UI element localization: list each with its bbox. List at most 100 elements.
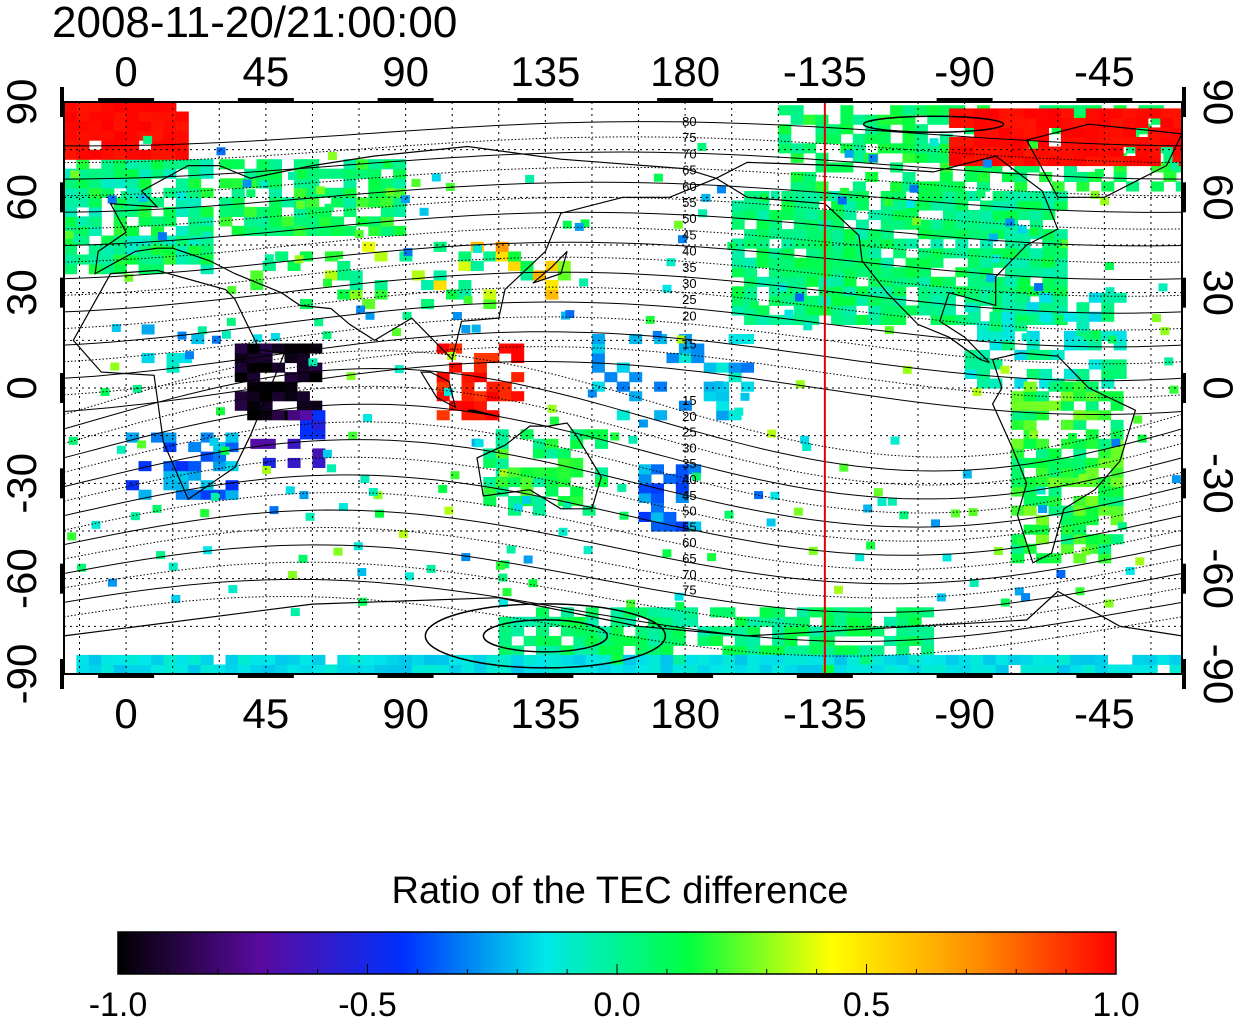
tec-cell xyxy=(781,191,795,202)
tec-cell xyxy=(250,664,264,674)
tec-cell xyxy=(88,197,102,208)
tec-cell xyxy=(1008,654,1022,665)
tec-cell xyxy=(1048,553,1062,564)
tec-cell xyxy=(770,491,780,500)
contour-label-north: 70 xyxy=(682,146,696,161)
tec-cell xyxy=(921,607,935,618)
tec-cell xyxy=(939,133,953,144)
frame-tick-bottom xyxy=(517,674,574,678)
tec-cell xyxy=(175,470,189,481)
tec-cell xyxy=(175,461,189,472)
tec-cell xyxy=(113,664,127,674)
tec-cell xyxy=(557,477,571,488)
tec-cell xyxy=(337,664,351,674)
tec-cell xyxy=(638,511,652,522)
tec-cell xyxy=(287,260,301,271)
tec-cell xyxy=(781,210,795,221)
tec-cell xyxy=(1123,127,1136,138)
tec-cell xyxy=(834,607,848,618)
tec-cell xyxy=(744,200,758,211)
tec-cell xyxy=(918,229,931,240)
tec-cell xyxy=(1101,378,1115,389)
frame-tick-bottom xyxy=(377,674,434,678)
tec-cell xyxy=(175,111,189,122)
tec-cell xyxy=(1144,664,1158,674)
tec-cell xyxy=(557,457,571,468)
tec-cell xyxy=(973,127,987,138)
tec-cell xyxy=(461,381,475,392)
tec-cell xyxy=(784,635,798,646)
tec-cell xyxy=(843,286,857,297)
tec-cell xyxy=(883,198,893,207)
tec-cell xyxy=(72,234,82,243)
tec-cell xyxy=(138,159,152,170)
tec-cell xyxy=(666,258,676,267)
tec-cell xyxy=(1060,505,1074,516)
tec-cell xyxy=(1039,302,1053,313)
tec-cell xyxy=(393,206,407,217)
tec-cell xyxy=(1094,168,1104,177)
tec-cell xyxy=(256,206,270,217)
tec-cell xyxy=(1110,137,1124,148)
tec-cell xyxy=(840,143,854,154)
tec-cell xyxy=(247,410,261,421)
tec-cell xyxy=(126,111,140,122)
tec-cell xyxy=(784,309,794,318)
tec-cell xyxy=(651,502,664,513)
tec-cell xyxy=(433,280,447,291)
tec-cell xyxy=(1036,146,1049,157)
tec-cell xyxy=(138,216,152,227)
tec-cell xyxy=(101,121,115,132)
tec-cell xyxy=(998,137,1012,148)
tec-cell xyxy=(1036,137,1049,148)
tec-cell xyxy=(939,152,953,163)
tec-cell xyxy=(1073,410,1087,421)
frame-tick-left xyxy=(60,87,64,117)
tec-cell xyxy=(1023,127,1037,138)
tec-cell xyxy=(560,626,574,637)
tec-cell xyxy=(1011,117,1025,128)
tec-cell xyxy=(1029,191,1043,202)
tec-cell xyxy=(793,257,807,268)
tec-cell xyxy=(955,248,969,259)
tec-cell xyxy=(1098,108,1112,119)
tec-cell xyxy=(373,491,383,500)
tec-cell xyxy=(449,654,463,665)
tec-cell xyxy=(1026,162,1040,173)
tec-cell xyxy=(1048,156,1062,167)
tec-cell xyxy=(113,140,127,151)
tec-cell xyxy=(498,391,512,402)
tec-cell xyxy=(880,267,894,278)
tec-cell xyxy=(855,200,869,211)
mlat-contour xyxy=(64,121,1182,147)
tec-cell xyxy=(1023,505,1037,516)
tec-cell xyxy=(506,545,516,554)
tec-cell xyxy=(101,235,115,246)
tec-cell xyxy=(1119,664,1133,674)
tec-cell xyxy=(893,210,907,221)
lat-tick-label-right: 30 xyxy=(1195,269,1240,316)
tec-cell xyxy=(852,181,866,192)
tec-cell xyxy=(638,483,652,494)
tec-cell xyxy=(1098,486,1112,497)
tec-cell xyxy=(980,238,994,249)
tec-cell xyxy=(859,664,872,674)
tec-cell xyxy=(293,178,307,189)
tec-cell xyxy=(744,267,758,278)
tec-cell xyxy=(1060,108,1074,119)
tec-cell xyxy=(1005,276,1018,287)
tec-cell xyxy=(365,311,375,320)
tec-cell xyxy=(113,168,127,179)
tec-cell xyxy=(327,464,336,473)
tec-cell xyxy=(306,216,320,227)
tec-cell xyxy=(200,225,214,236)
tec-cell xyxy=(803,171,817,182)
tec-cell xyxy=(927,114,941,125)
tec-cell xyxy=(1017,257,1031,268)
tec-cell xyxy=(986,274,995,283)
tec-cell xyxy=(76,254,90,265)
tec-cell xyxy=(293,187,307,198)
contour-label-south: 60 xyxy=(682,535,696,550)
tec-cell xyxy=(1135,156,1149,167)
tec-cell xyxy=(1085,505,1099,516)
